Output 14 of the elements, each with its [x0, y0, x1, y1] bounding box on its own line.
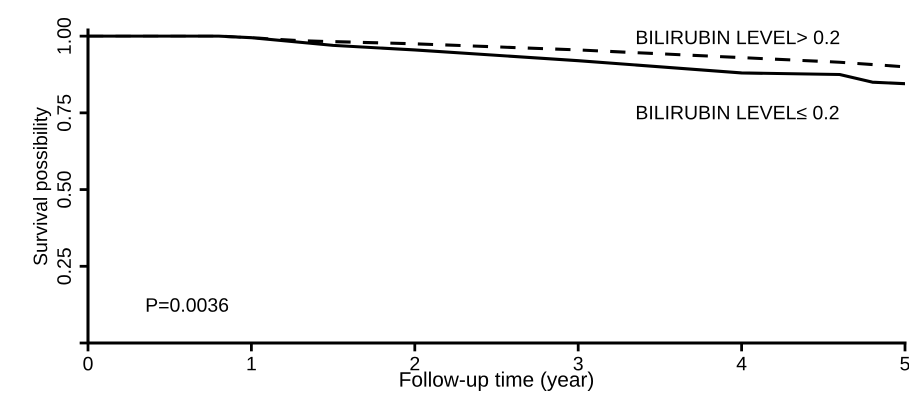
series-label: BILIRUBIN LEVEL≤ 0.2	[636, 106, 839, 120]
x-tick-label: 1	[247, 356, 256, 370]
x-tick-label: 4	[736, 356, 746, 370]
y-tick-label: 0.75	[57, 94, 71, 132]
y-tick-label: 0.25	[57, 248, 71, 284]
series-label: BILIRUBIN LEVEL> 0.2	[636, 30, 840, 44]
annotation: P=0.0036	[146, 298, 228, 312]
y-tick-label: 0.50	[57, 171, 71, 208]
x-axis-title: Follow-up time (year)	[400, 372, 594, 391]
y-axis-title: Survival possibility	[33, 107, 52, 266]
x-tick-label: 0	[83, 356, 93, 370]
y-tick-label: 1.00	[57, 18, 71, 54]
x-tick-label: 3	[574, 356, 583, 370]
x-tick-label: 2	[410, 356, 420, 370]
